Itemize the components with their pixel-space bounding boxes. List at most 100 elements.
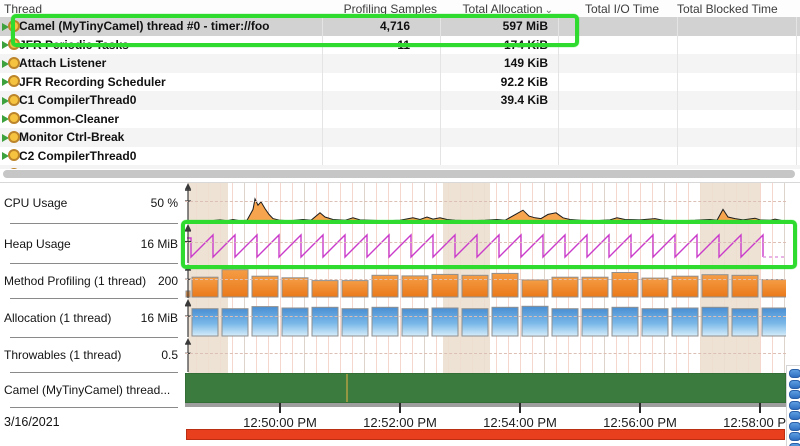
row-config-button[interactable] xyxy=(789,401,800,410)
axis-tick-value: 50 % xyxy=(151,196,178,210)
thread-name: Camel (MyTinyCamel) thread #0 - timer://… xyxy=(19,19,270,33)
sidebar-row-camel[interactable]: Camel (MyTinyCamel) thread... xyxy=(0,373,185,407)
thread-state-icon xyxy=(2,74,19,89)
table-row[interactable]: Common-Cleaner xyxy=(0,110,800,129)
right-toolbar-strip xyxy=(786,365,800,446)
row-config-button[interactable] xyxy=(789,369,800,378)
thread-state-icon xyxy=(2,148,19,163)
time-label: 12:50:00 PM xyxy=(225,415,335,430)
cell-allocation: 39.4 KiB xyxy=(440,93,558,107)
thread-name: C2 CompilerThread0 xyxy=(19,149,136,163)
table-row[interactable]: Monitor Ctrl-Break xyxy=(0,128,800,147)
tick-gridline xyxy=(185,279,786,280)
thread-name: C1 CompilerThread0 xyxy=(19,93,136,107)
sidebar-row-allocation[interactable]: Allocation (1 thread)16 MiB xyxy=(0,299,185,337)
row-config-button[interactable] xyxy=(789,390,800,399)
axis-tick-value: 200 xyxy=(158,274,178,288)
thread-state-icon xyxy=(2,56,19,71)
thread-ring-icon xyxy=(8,131,20,143)
time-tick xyxy=(279,403,281,413)
axis-tick-value: 16 MiB xyxy=(141,311,178,325)
sidebar-row-cpu[interactable]: CPU Usage 50 % xyxy=(0,183,185,223)
axis-tick-value: 0.5 xyxy=(161,348,178,362)
cell-samples: 4,716 xyxy=(322,19,440,33)
tick-gridline xyxy=(185,353,786,354)
tick-gridline xyxy=(185,201,786,202)
graphs-timeline-panel: CPU Usage 50 % Heap Usage 16 MiB Method Prof… xyxy=(0,182,800,446)
thread-name: JFR Periodic Tasks xyxy=(19,38,129,52)
cell-allocation: 149 KiB xyxy=(440,56,558,70)
thread-name: Monitor Ctrl-Break xyxy=(19,130,124,144)
row-config-button[interactable] xyxy=(789,380,800,389)
row-label: Throwables (1 thread) xyxy=(4,348,121,362)
axis-tick-value: 16 MiB xyxy=(141,237,178,251)
thread-name: JFR Recording Scheduler xyxy=(19,75,166,89)
thread-table-header: Thread Profiling Samples Total Allocatio… xyxy=(0,0,800,18)
thread-ring-icon xyxy=(8,38,20,50)
thread-name: Attach Listener xyxy=(19,56,106,70)
chart-row-cpu xyxy=(185,183,786,223)
timeline-range-bar[interactable] xyxy=(186,429,785,440)
row-label: Heap Usage xyxy=(4,237,71,251)
column-header-profiling-samples[interactable]: Profiling Samples xyxy=(322,2,440,16)
chart-row-thread-band xyxy=(185,373,786,407)
column-header-total-blocked-time[interactable]: Total Blocked Time xyxy=(677,2,796,16)
horizontal-scrollbar[interactable] xyxy=(0,169,800,180)
thread-state-icon xyxy=(2,19,19,34)
chart-row-alloc xyxy=(185,299,786,337)
time-tick xyxy=(639,403,641,413)
row-config-button[interactable] xyxy=(789,432,800,441)
time-label: 12:52:00 PM xyxy=(345,415,455,430)
sidebar-row-heap[interactable]: Heap Usage 16 MiB xyxy=(0,224,185,263)
table-row[interactable]: C1 CompilerThread0 39.4 KiB xyxy=(0,91,800,110)
time-tick xyxy=(399,403,401,413)
table-row[interactable]: JFR Recording Scheduler 92.2 KiB xyxy=(0,73,800,92)
table-row[interactable]: C2 CompilerThread0 xyxy=(0,147,800,166)
tick-gridline xyxy=(185,242,786,243)
chart-row-method xyxy=(185,264,786,298)
table-row[interactable]: Attach Listener 149 KiB xyxy=(0,54,800,73)
cell-allocation: 92.2 KiB xyxy=(440,75,558,89)
row-label: CPU Usage xyxy=(4,196,67,210)
column-header-total-io-time[interactable]: Total I/O Time xyxy=(558,2,677,16)
cell-samples: 11 xyxy=(322,38,440,52)
table-row[interactable]: JFR Periodic Tasks11174 KiB xyxy=(0,36,800,55)
sidebar-row-throwables[interactable]: Throwables (1 thread) 0.5 xyxy=(0,338,185,372)
thread-ring-icon xyxy=(8,149,20,161)
column-header-total-allocation[interactable]: Total Allocation⌄ xyxy=(440,2,558,16)
thread-ring-icon xyxy=(8,57,20,69)
time-tick xyxy=(519,403,521,413)
time-label: 12:56:00 PM xyxy=(585,415,695,430)
row-config-button[interactable] xyxy=(789,443,800,446)
row-label: Camel (MyTinyCamel) thread... xyxy=(4,383,170,397)
table-row[interactable]: Camel (MyTinyCamel) thread #0 - timer://… xyxy=(0,17,800,36)
thread-state-icon xyxy=(2,130,19,145)
column-divider xyxy=(677,17,678,165)
thread-ring-icon xyxy=(8,94,20,106)
thread-state-icon xyxy=(2,111,19,126)
horizontal-scrollbar-thumb[interactable] xyxy=(3,170,795,178)
chart-row-throwables xyxy=(185,338,786,372)
column-divider xyxy=(558,17,559,165)
cell-allocation: 597 MiB xyxy=(440,19,558,33)
tick-gridline xyxy=(185,316,786,317)
timeline-plot-area[interactable]: 12:50:00 PM 12:52:00 PM 12:54:00 PM 12:56:0… xyxy=(185,183,786,446)
timeline-sidebar: CPU Usage 50 % Heap Usage 16 MiB Method Prof… xyxy=(0,183,185,446)
time-tick xyxy=(759,403,761,413)
sort-descending-icon: ⌄ xyxy=(545,5,553,16)
total-allocation-label: Total Allocation xyxy=(463,2,543,16)
sidebar-row-method[interactable]: Method Profiling (1 thread)200 xyxy=(0,264,185,298)
time-label: 12:54:00 PM xyxy=(465,415,575,430)
row-config-button[interactable] xyxy=(789,422,800,431)
profiler-window: Thread Profiling Samples Total Allocatio… xyxy=(0,0,800,446)
sidebar-divider xyxy=(10,407,178,408)
thread-table: Thread Profiling Samples Total Allocatio… xyxy=(0,0,800,180)
row-config-button[interactable] xyxy=(789,411,800,420)
column-header-thread[interactable]: Thread xyxy=(0,2,322,16)
thread-ring-icon xyxy=(8,20,20,32)
time-label: 12:58:00 PM xyxy=(705,415,786,430)
date-label: 3/16/2021 xyxy=(4,415,60,429)
chart-row-heap xyxy=(185,224,786,263)
thread-ring-icon xyxy=(8,112,20,124)
thread-name: Common-Cleaner xyxy=(19,112,119,126)
